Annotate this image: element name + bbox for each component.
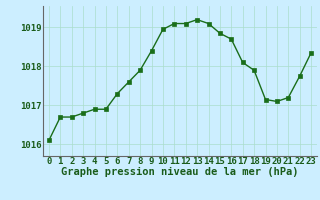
X-axis label: Graphe pression niveau de la mer (hPa): Graphe pression niveau de la mer (hPa) bbox=[61, 167, 299, 177]
